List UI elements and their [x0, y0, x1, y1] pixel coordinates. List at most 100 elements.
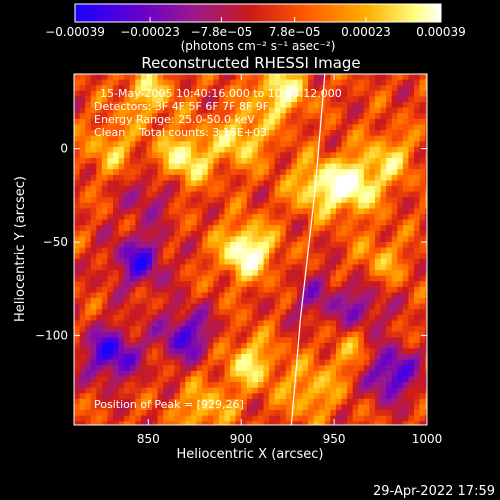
heatmap-cell [308, 96, 315, 103]
heatmap-cell [163, 141, 170, 148]
heatmap-cell [341, 163, 348, 170]
heatmap-cell [129, 202, 136, 209]
heatmap-cell [96, 102, 103, 109]
heatmap-cell [391, 180, 398, 187]
heatmap-cell [374, 236, 382, 243]
heatmap-cell [118, 180, 125, 187]
heatmap-cell [347, 219, 354, 226]
heatmap-cell [213, 130, 220, 137]
heatmap-cell [224, 393, 231, 400]
heatmap-cell [296, 342, 304, 349]
heatmap-cell [413, 152, 421, 159]
heatmap-cell [168, 90, 175, 97]
heatmap-cell [257, 337, 264, 344]
heatmap-cell [274, 79, 281, 86]
heatmap-cell [124, 135, 131, 142]
heatmap-cell [241, 421, 248, 425]
heatmap-cell [319, 253, 326, 260]
heatmap-cell [230, 163, 237, 170]
heatmap-cell [263, 410, 270, 417]
heatmap-cell [101, 415, 108, 422]
heatmap-cell [74, 309, 81, 316]
heatmap-cell [335, 326, 343, 333]
heatmap-cell [168, 79, 175, 86]
heatmap-cell [146, 236, 153, 243]
heatmap-cell [335, 208, 343, 215]
heatmap-cell [252, 348, 259, 355]
heatmap-cell [101, 230, 108, 237]
heatmap-cell [257, 90, 264, 97]
heatmap-cell [185, 197, 192, 204]
heatmap-cell [413, 264, 421, 271]
heatmap-cell [224, 79, 231, 86]
info-annotations: 15-May-2005 10:40:16.000 to 10:43:12.000… [94, 87, 342, 411]
heatmap-cell [74, 303, 81, 310]
heatmap-cell [419, 197, 426, 204]
heatmap-cell [285, 85, 292, 92]
heatmap-cell [313, 365, 320, 372]
heatmap-cell [391, 96, 398, 103]
heatmap-cell [269, 79, 276, 86]
heatmap-cell [347, 180, 354, 187]
heatmap-cell [218, 90, 225, 97]
heatmap-cell [196, 174, 203, 181]
heatmap-cell [107, 79, 114, 86]
heatmap-cell [302, 410, 309, 417]
heatmap-cell [391, 298, 398, 305]
heatmap-cell [152, 208, 159, 215]
heatmap-cell [224, 102, 231, 109]
heatmap-cell [374, 102, 382, 109]
heatmap-cell [74, 398, 81, 405]
heatmap-cell [291, 225, 298, 232]
heatmap-cell [324, 393, 331, 400]
heatmap-cell [157, 191, 164, 198]
heatmap-cell [257, 348, 264, 355]
heatmap-cell [408, 320, 415, 327]
heatmap-cell [397, 124, 404, 131]
heatmap-cell [74, 74, 81, 81]
heatmap-cell [152, 421, 159, 425]
heatmap-cell [296, 79, 304, 86]
heatmap-cell [330, 107, 337, 114]
heatmap-cell [224, 298, 231, 305]
heatmap-cell [402, 219, 409, 226]
heatmap-cell [285, 146, 292, 153]
heatmap-cell [118, 163, 125, 170]
heatmap-cell [257, 74, 264, 81]
heatmap-cell [218, 180, 225, 187]
heatmap-cell [369, 376, 376, 383]
heatmap-cell [335, 387, 343, 394]
heatmap-cell [408, 141, 415, 148]
heatmap-cell [419, 387, 426, 394]
heatmap-cell [101, 370, 108, 377]
heatmap-cell [341, 197, 348, 204]
heatmap-cell [291, 191, 298, 198]
heatmap-cell [168, 331, 175, 338]
heatmap-cell [274, 370, 281, 377]
heatmap-cell [419, 130, 426, 137]
heatmap-cell [74, 326, 81, 333]
heatmap-cell [319, 242, 326, 249]
heatmap-cell [374, 359, 382, 366]
heatmap-cell [207, 186, 214, 193]
heatmap-cell [324, 230, 331, 237]
heatmap-cell [330, 264, 337, 271]
heatmap-cell [174, 359, 181, 366]
heatmap-cell [241, 118, 248, 125]
heatmap-cell [352, 292, 359, 299]
heatmap-cell [101, 85, 108, 92]
heatmap-cell [419, 225, 426, 232]
heatmap-cell [129, 337, 136, 344]
heatmap-cell [230, 96, 237, 103]
heatmap-cell [146, 258, 153, 265]
heatmap-cell [74, 197, 81, 204]
heatmap-cell [391, 113, 398, 120]
heatmap-cell [152, 326, 159, 333]
heatmap-cell [269, 130, 276, 137]
heatmap-cell [425, 180, 427, 187]
heatmap-cell [191, 90, 198, 97]
heatmap-cell [419, 354, 426, 361]
heatmap-cell [207, 197, 214, 204]
heatmap-cell [257, 309, 264, 316]
heatmap-cell [191, 180, 198, 187]
